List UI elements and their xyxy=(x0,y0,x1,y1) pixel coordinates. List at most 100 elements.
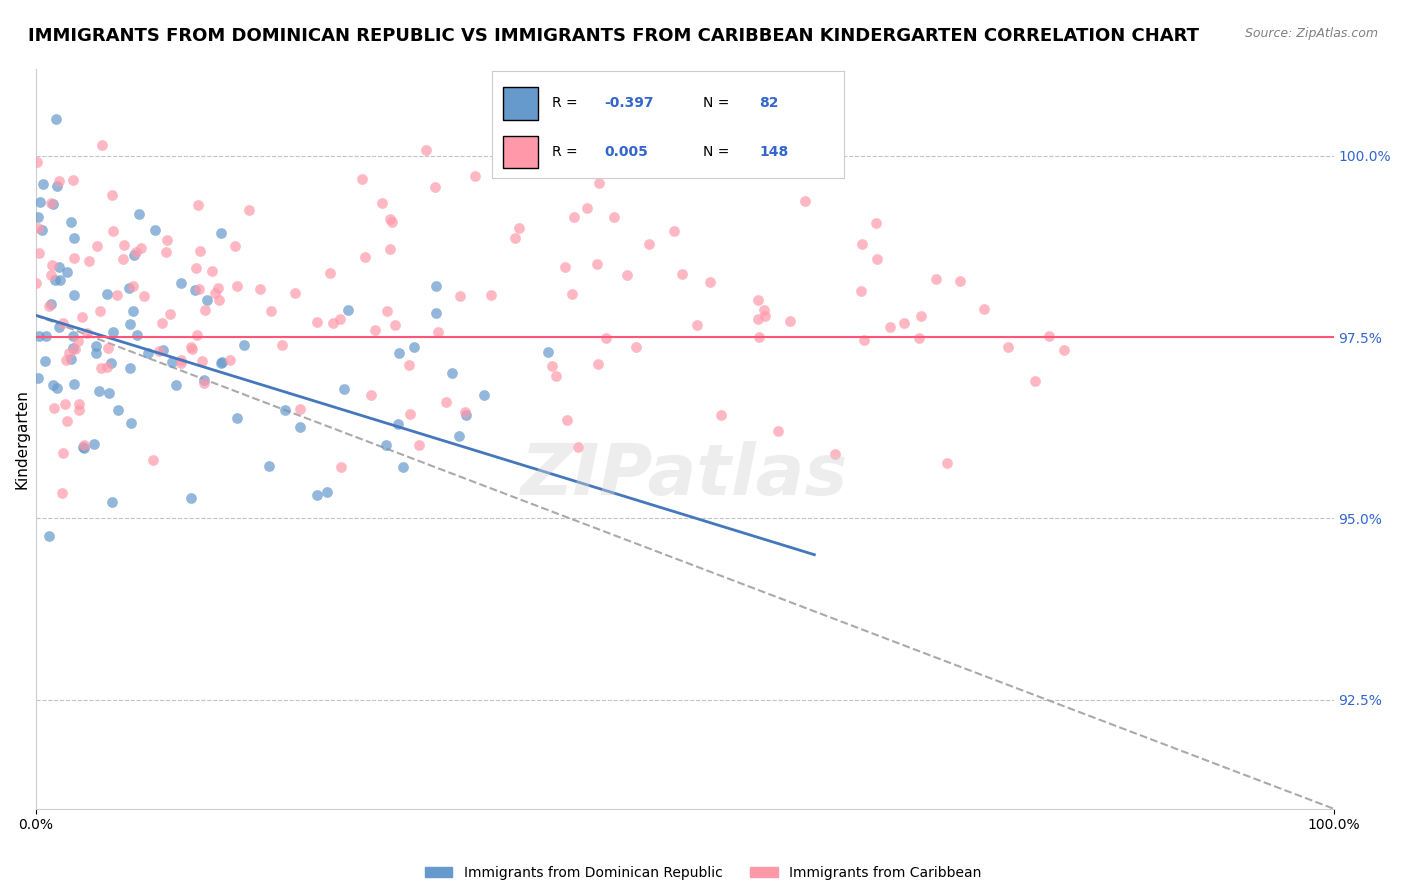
Point xyxy=(62,341,84,355)
Point xyxy=(249,282,271,296)
Point xyxy=(398,407,420,421)
Point xyxy=(329,311,352,326)
Point xyxy=(122,248,145,262)
Point xyxy=(353,250,375,264)
Text: ZIPatlas: ZIPatlas xyxy=(520,442,848,510)
Point xyxy=(55,397,77,411)
Point xyxy=(122,278,145,293)
Point xyxy=(624,340,647,354)
Point xyxy=(52,316,75,330)
Point xyxy=(209,226,232,240)
Point xyxy=(63,230,86,244)
Y-axis label: Kindergarten: Kindergarten xyxy=(15,389,30,489)
Point xyxy=(96,287,118,301)
Point xyxy=(204,286,226,301)
Point xyxy=(39,268,62,283)
Point xyxy=(508,221,530,235)
Point xyxy=(48,260,70,274)
Point xyxy=(121,304,143,318)
Point xyxy=(152,343,174,358)
Point xyxy=(949,274,972,288)
Point xyxy=(908,331,931,345)
Point xyxy=(865,216,887,230)
Point xyxy=(120,317,142,331)
Point xyxy=(387,417,409,431)
Point xyxy=(111,252,134,267)
Point xyxy=(27,210,49,224)
Point xyxy=(56,414,79,428)
Point xyxy=(375,304,398,318)
Point xyxy=(427,326,450,340)
Point xyxy=(70,310,93,324)
Point xyxy=(562,210,585,224)
Point xyxy=(188,244,211,258)
Point xyxy=(586,357,609,371)
Point xyxy=(226,411,249,425)
Point xyxy=(824,447,846,461)
Point xyxy=(38,299,60,313)
Point xyxy=(63,376,86,391)
Point xyxy=(208,293,231,308)
Point xyxy=(364,323,387,337)
Point xyxy=(454,409,477,423)
Point xyxy=(464,169,486,184)
Point xyxy=(107,403,129,417)
Point xyxy=(51,486,73,500)
Point xyxy=(224,239,246,253)
Point xyxy=(125,244,148,259)
Point xyxy=(156,233,179,247)
Point xyxy=(454,404,477,418)
Point xyxy=(120,361,142,376)
Point xyxy=(402,340,425,354)
Text: N =: N = xyxy=(703,145,734,159)
Text: N =: N = xyxy=(703,96,734,111)
Point xyxy=(187,198,209,212)
Point xyxy=(170,356,193,370)
Point xyxy=(45,381,67,395)
Point xyxy=(378,242,401,256)
Point xyxy=(31,177,53,191)
Point xyxy=(155,244,177,259)
Text: Source: ZipAtlas.com: Source: ZipAtlas.com xyxy=(1244,27,1378,40)
FancyBboxPatch shape xyxy=(503,87,537,120)
Point xyxy=(207,281,229,295)
Point xyxy=(159,307,181,321)
Point xyxy=(25,155,48,169)
Point xyxy=(425,279,447,293)
Point xyxy=(381,215,404,229)
Point xyxy=(148,343,170,358)
Point xyxy=(83,437,105,451)
FancyBboxPatch shape xyxy=(503,136,537,168)
Point xyxy=(209,357,232,371)
Point xyxy=(284,285,307,300)
Point xyxy=(96,359,118,374)
Point xyxy=(129,241,152,255)
Point xyxy=(77,254,100,268)
Point xyxy=(180,342,202,356)
Point xyxy=(503,231,526,245)
Point xyxy=(472,387,495,401)
Point xyxy=(87,384,110,398)
Point xyxy=(290,420,312,434)
Point xyxy=(271,338,294,352)
Point xyxy=(127,327,149,342)
Point xyxy=(638,237,661,252)
Point xyxy=(89,361,111,376)
Text: 148: 148 xyxy=(759,145,789,159)
Point xyxy=(441,366,464,380)
Point xyxy=(226,278,249,293)
Point xyxy=(754,309,776,323)
Point xyxy=(45,178,67,193)
Point xyxy=(184,283,207,297)
Point xyxy=(595,331,617,345)
Point xyxy=(238,202,260,217)
Point xyxy=(447,429,470,443)
Point xyxy=(540,359,562,373)
Point xyxy=(48,174,70,188)
Point xyxy=(374,438,396,452)
Point xyxy=(35,329,58,343)
Point xyxy=(699,275,721,289)
Point xyxy=(100,356,122,370)
Point xyxy=(63,252,86,266)
Point xyxy=(165,377,187,392)
